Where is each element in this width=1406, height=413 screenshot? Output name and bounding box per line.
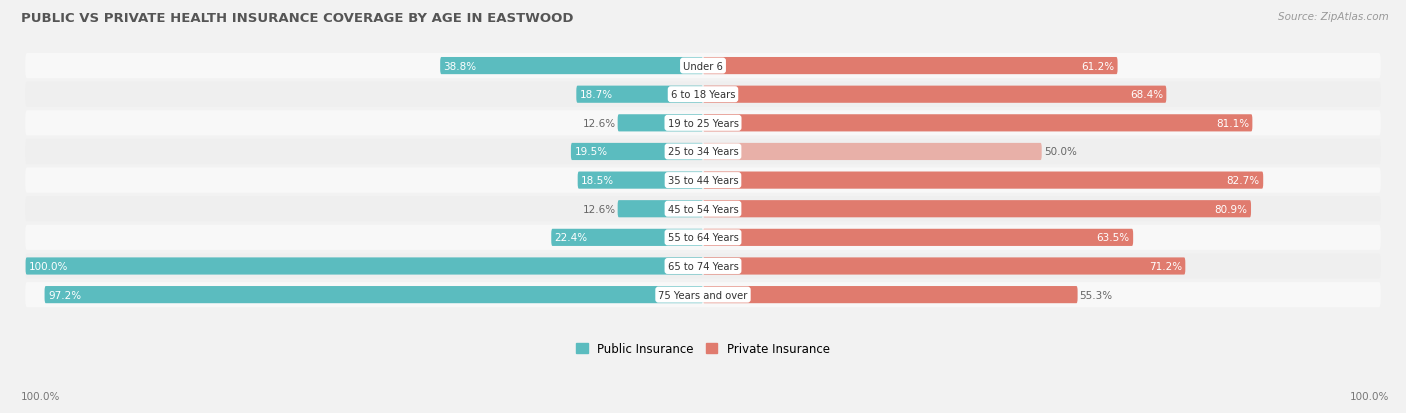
FancyBboxPatch shape (25, 282, 1381, 307)
Text: 80.9%: 80.9% (1215, 204, 1247, 214)
Text: 100.0%: 100.0% (1350, 391, 1389, 401)
FancyBboxPatch shape (617, 201, 703, 218)
Text: 65 to 74 Years: 65 to 74 Years (668, 261, 738, 271)
Text: 18.7%: 18.7% (579, 90, 613, 100)
FancyBboxPatch shape (25, 197, 1381, 222)
FancyBboxPatch shape (703, 201, 1251, 218)
FancyBboxPatch shape (25, 168, 1381, 193)
FancyBboxPatch shape (578, 172, 703, 189)
Text: 82.7%: 82.7% (1226, 176, 1260, 186)
FancyBboxPatch shape (703, 229, 1133, 246)
FancyBboxPatch shape (703, 86, 1167, 104)
Text: 61.2%: 61.2% (1081, 62, 1114, 71)
Text: 100.0%: 100.0% (30, 261, 69, 271)
Text: 19.5%: 19.5% (574, 147, 607, 157)
Text: 100.0%: 100.0% (21, 391, 60, 401)
FancyBboxPatch shape (25, 140, 1381, 165)
Text: 38.8%: 38.8% (444, 62, 477, 71)
FancyBboxPatch shape (703, 144, 1042, 161)
FancyBboxPatch shape (617, 115, 703, 132)
FancyBboxPatch shape (25, 225, 1381, 250)
Text: 22.4%: 22.4% (555, 233, 588, 243)
FancyBboxPatch shape (703, 172, 1263, 189)
Text: PUBLIC VS PRIVATE HEALTH INSURANCE COVERAGE BY AGE IN EASTWOOD: PUBLIC VS PRIVATE HEALTH INSURANCE COVER… (21, 12, 574, 25)
Legend: Public Insurance, Private Insurance: Public Insurance, Private Insurance (571, 337, 835, 360)
FancyBboxPatch shape (703, 58, 1118, 75)
FancyBboxPatch shape (25, 83, 1381, 107)
Text: 35 to 44 Years: 35 to 44 Years (668, 176, 738, 186)
Text: Under 6: Under 6 (683, 62, 723, 71)
Text: 55.3%: 55.3% (1080, 290, 1112, 300)
FancyBboxPatch shape (551, 229, 703, 246)
FancyBboxPatch shape (45, 286, 703, 304)
FancyBboxPatch shape (25, 54, 1381, 79)
Text: 45 to 54 Years: 45 to 54 Years (668, 204, 738, 214)
Text: Source: ZipAtlas.com: Source: ZipAtlas.com (1278, 12, 1389, 22)
Text: 68.4%: 68.4% (1130, 90, 1163, 100)
Text: 6 to 18 Years: 6 to 18 Years (671, 90, 735, 100)
Text: 19 to 25 Years: 19 to 25 Years (668, 119, 738, 128)
Text: 75 Years and over: 75 Years and over (658, 290, 748, 300)
FancyBboxPatch shape (571, 144, 703, 161)
Text: 71.2%: 71.2% (1149, 261, 1182, 271)
Text: 63.5%: 63.5% (1097, 233, 1129, 243)
Text: 18.5%: 18.5% (581, 176, 614, 186)
FancyBboxPatch shape (25, 258, 703, 275)
Text: 12.6%: 12.6% (582, 204, 616, 214)
Text: 50.0%: 50.0% (1043, 147, 1077, 157)
FancyBboxPatch shape (703, 258, 1185, 275)
Text: 25 to 34 Years: 25 to 34 Years (668, 147, 738, 157)
Text: 81.1%: 81.1% (1216, 119, 1249, 128)
Text: 55 to 64 Years: 55 to 64 Years (668, 233, 738, 243)
FancyBboxPatch shape (440, 58, 703, 75)
FancyBboxPatch shape (703, 286, 1077, 304)
Text: 12.6%: 12.6% (582, 119, 616, 128)
FancyBboxPatch shape (576, 86, 703, 104)
FancyBboxPatch shape (25, 254, 1381, 279)
FancyBboxPatch shape (703, 115, 1253, 132)
Text: 97.2%: 97.2% (48, 290, 82, 300)
FancyBboxPatch shape (25, 111, 1381, 136)
